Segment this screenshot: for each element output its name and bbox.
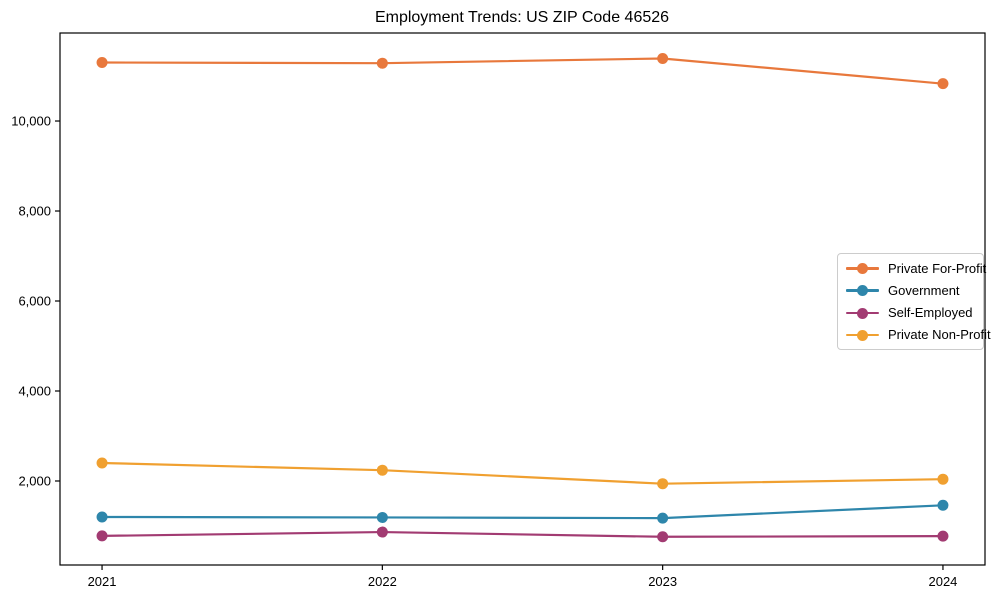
x-tick-label: 2022 bbox=[368, 574, 397, 589]
series-line bbox=[102, 504, 944, 520]
y-tick-label: 4,000 bbox=[18, 383, 51, 398]
line-marker-icon bbox=[846, 307, 879, 319]
x-tick-label: 2023 bbox=[648, 574, 677, 589]
y-tick-label: 2,000 bbox=[18, 473, 51, 488]
data-point bbox=[376, 511, 388, 523]
line-marker-icon bbox=[846, 329, 879, 341]
legend-label: Self-Employed bbox=[888, 305, 973, 321]
data-point bbox=[937, 78, 949, 90]
data-point bbox=[937, 530, 949, 542]
data-point bbox=[937, 473, 949, 485]
legend-item-self-employed: Self-Employed bbox=[846, 303, 975, 323]
data-point bbox=[96, 57, 108, 69]
x-tick-label: 2021 bbox=[88, 574, 117, 589]
y-tick-label: 6,000 bbox=[18, 294, 51, 309]
data-point bbox=[96, 457, 108, 469]
line-marker-icon bbox=[846, 284, 879, 297]
legend-item-private-for-profit: Private For-Profit bbox=[846, 258, 986, 278]
data-point bbox=[96, 530, 108, 542]
plot-frame bbox=[59, 32, 986, 566]
data-point bbox=[657, 531, 669, 543]
legend-label: Government bbox=[888, 282, 960, 298]
data-point bbox=[376, 57, 388, 69]
data-point bbox=[376, 464, 388, 476]
data-point bbox=[376, 526, 388, 538]
x-tick-label: 2024 bbox=[928, 574, 957, 589]
data-point bbox=[657, 512, 669, 524]
line-marker-icon bbox=[846, 262, 879, 275]
y-tick-label: 8,000 bbox=[18, 204, 51, 219]
legend-item-government: Government bbox=[846, 280, 975, 300]
series-line bbox=[102, 57, 944, 85]
y-axis: 2,000 4,000 6,000 8,000 10,000 bbox=[11, 114, 60, 488]
series-line bbox=[102, 530, 943, 538]
y-tick-label: 10,000 bbox=[11, 114, 51, 129]
legend-item-private-non-profit: Private Non-Profit bbox=[846, 325, 991, 345]
legend-label: Private For-Profit bbox=[888, 260, 987, 276]
x-axis: 2021 2022 2023 2024 bbox=[88, 565, 957, 589]
data-point bbox=[657, 478, 669, 490]
series-line bbox=[102, 461, 943, 485]
legend: Private For-Profit Government Self-Emplo… bbox=[837, 253, 991, 350]
data-point bbox=[96, 511, 108, 523]
data-point bbox=[937, 499, 949, 511]
data-point bbox=[657, 52, 669, 64]
data-series bbox=[96, 52, 949, 543]
legend-label: Private Non-Profit bbox=[888, 327, 991, 343]
chart-title: Employment Trends: US ZIP Code 46526 bbox=[375, 9, 669, 26]
